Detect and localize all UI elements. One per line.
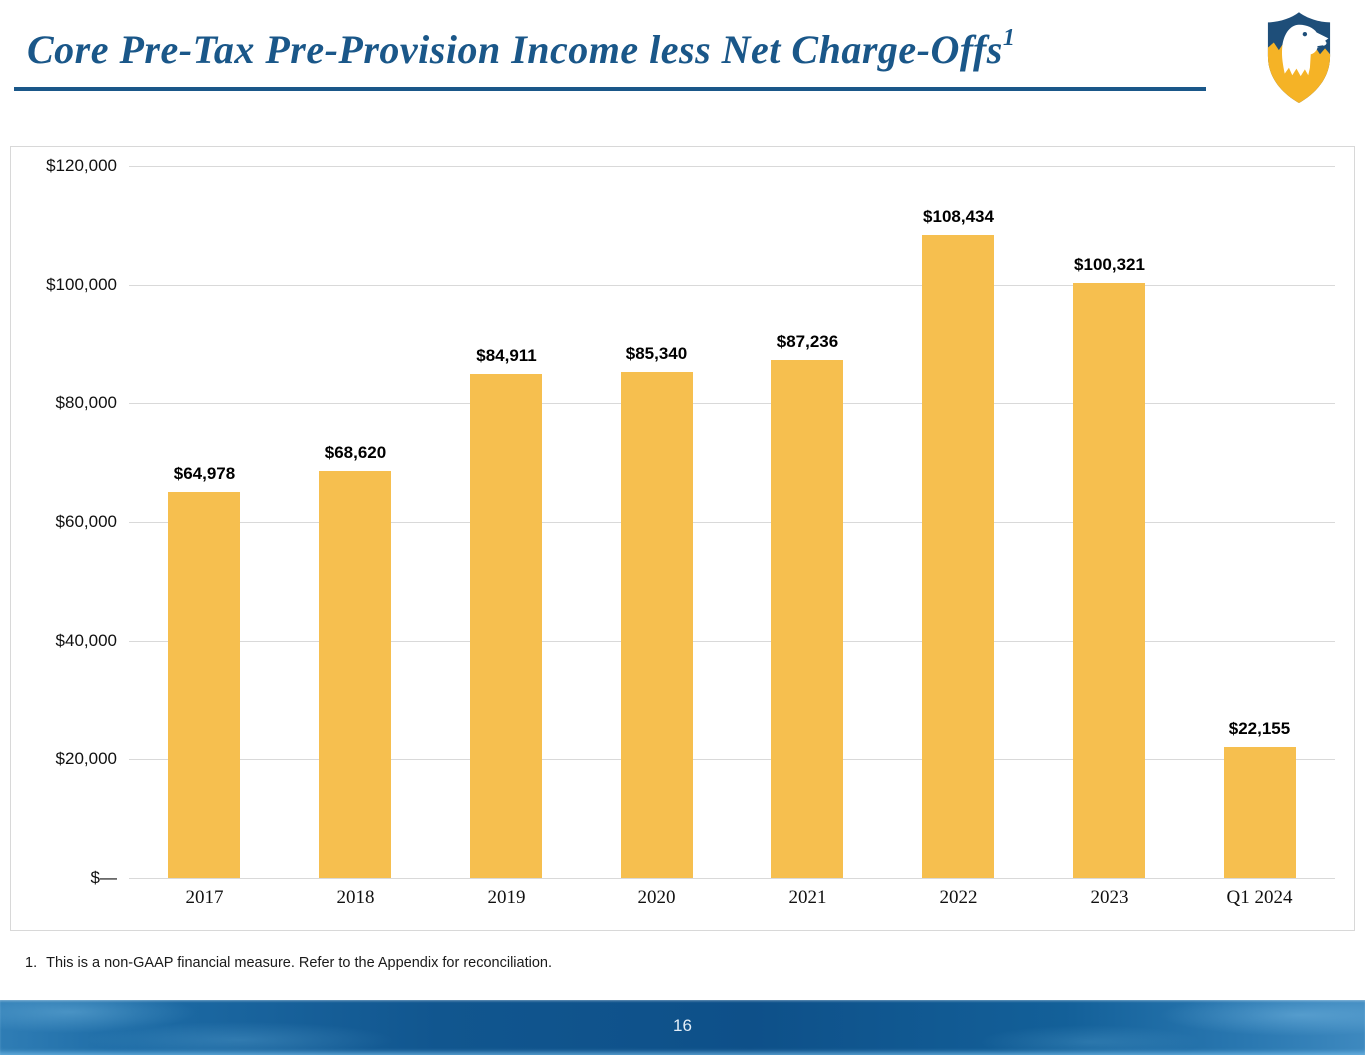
bar-value-label: $108,434 xyxy=(923,207,994,226)
x-tick-label: 2023 xyxy=(1090,887,1129,908)
bar xyxy=(470,374,542,878)
y-tick-label: $— xyxy=(90,868,117,887)
y-tick-label: $80,000 xyxy=(55,393,117,412)
x-tick-label: 2017 xyxy=(185,887,224,908)
bar-chart-panel: $120,000 $100,000 $80,000 $60,000 $40,000 $20… xyxy=(10,146,1355,931)
bar xyxy=(168,492,240,878)
gridline xyxy=(129,285,1335,286)
bar-value-label: $22,155 xyxy=(1228,719,1291,738)
y-tick-label: $20,000 xyxy=(55,749,117,768)
bar-value-label: $87,236 xyxy=(776,332,839,351)
y-tick-label: $120,000 xyxy=(46,156,117,175)
y-tick-label: $40,000 xyxy=(55,631,117,650)
footnote: 1. This is a non-GAAP financial measure. … xyxy=(25,955,552,971)
footnote-text: This is a non-GAAP financial measure. Re… xyxy=(46,955,552,971)
bar xyxy=(1224,747,1296,878)
bar xyxy=(771,360,843,878)
bar-value-label: $68,620 xyxy=(324,443,387,462)
eagle-shield-logo-icon xyxy=(1257,8,1341,109)
x-tick-label: Q1 2024 xyxy=(1226,887,1293,908)
y-tick-label: $60,000 xyxy=(55,512,117,531)
x-tick-label: 2019 xyxy=(487,887,526,908)
gridline xyxy=(129,166,1335,167)
y-tick-label: $100,000 xyxy=(46,275,117,294)
bar-value-label: $100,321 xyxy=(1074,255,1145,274)
bar xyxy=(621,372,693,878)
x-tick-label: 2021 xyxy=(788,887,827,908)
bar-value-label: $64,978 xyxy=(173,464,236,483)
footer-band: 16 xyxy=(0,1000,1365,1055)
bar xyxy=(922,235,994,878)
footnote-number: 1. xyxy=(25,955,38,971)
page-title-text: Core Pre-Tax Pre-Provision Income less N… xyxy=(27,27,1003,72)
title-underline xyxy=(14,87,1206,91)
bar-value-label: $85,340 xyxy=(625,344,688,363)
x-tick-label: 2018 xyxy=(336,887,375,908)
page-title-footnote-marker: 1 xyxy=(1002,24,1016,51)
gridline xyxy=(129,403,1335,404)
bar xyxy=(1073,283,1145,878)
gridline xyxy=(129,641,1335,642)
gridline xyxy=(129,522,1335,523)
bar-value-label: $84,911 xyxy=(476,346,537,365)
gridline xyxy=(129,878,1335,879)
page-number: 16 xyxy=(673,1016,692,1035)
gridline xyxy=(129,759,1335,760)
page-title: Core Pre-Tax Pre-Provision Income less N… xyxy=(27,24,1207,73)
x-tick-label: 2022 xyxy=(939,887,978,908)
bar xyxy=(319,471,391,878)
x-tick-label: 2020 xyxy=(637,887,676,908)
